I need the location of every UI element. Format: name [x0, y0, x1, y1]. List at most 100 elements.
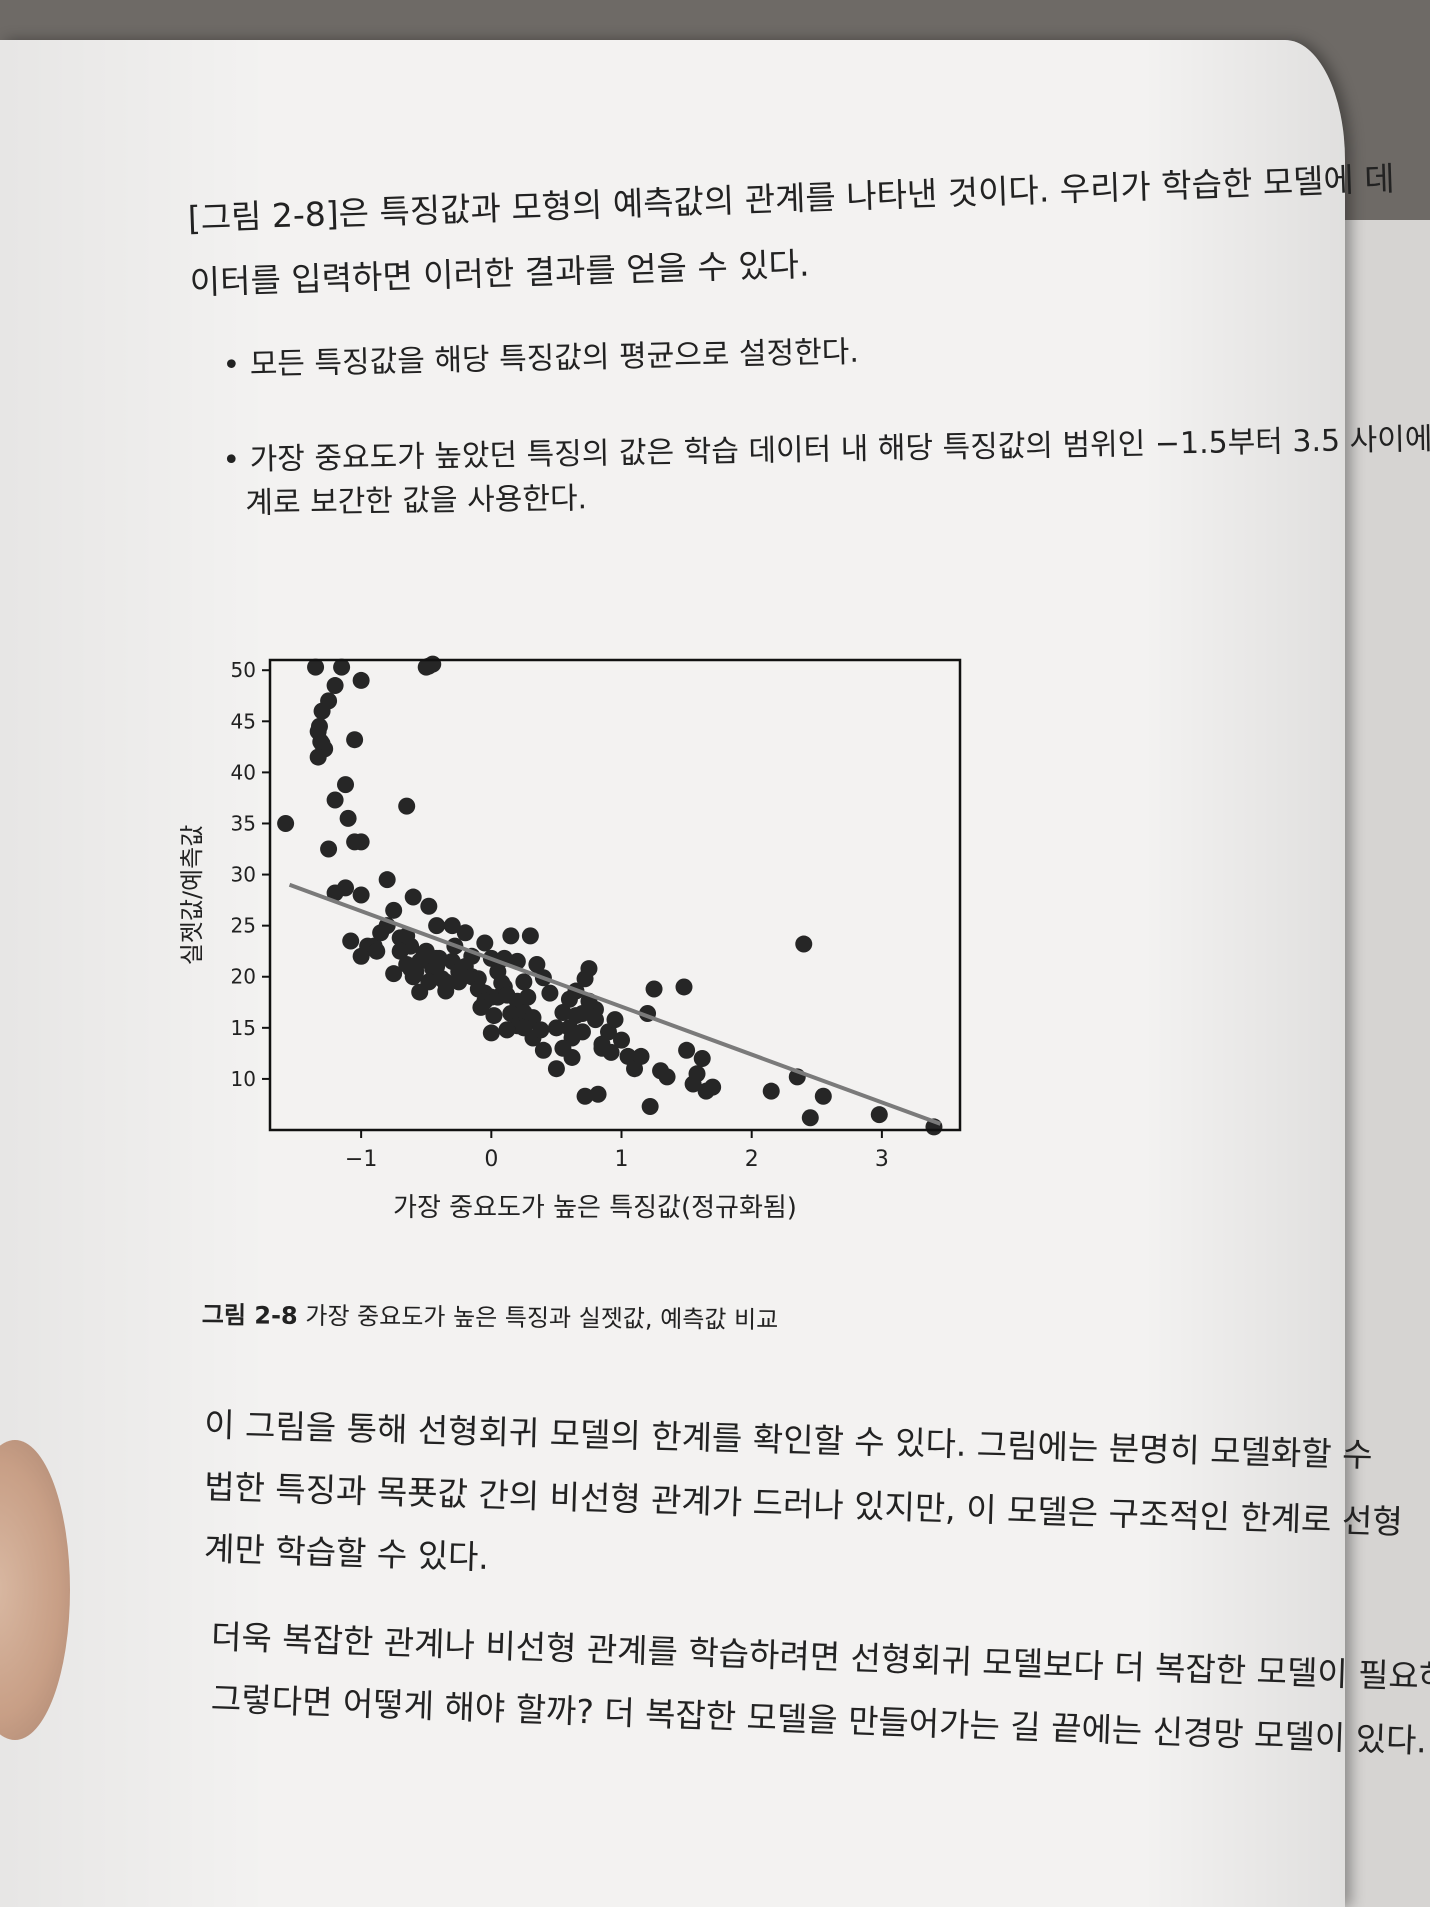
background-desk [1330, 220, 1430, 1907]
book-page: [그림 2-8]은 특징값과 모형의 예측값의 관계를 나타낸 것이다. 우리가… [0, 40, 1430, 1907]
data-point [443, 917, 461, 935]
data-point [437, 973, 455, 991]
x-tick-label: 0 [484, 1147, 498, 1172]
bullet-item-1-text: 모든 특징값을 해당 특징값의 평균으로 설정한다. [249, 334, 860, 383]
data-point [534, 1041, 552, 1059]
y-tick-label: 35 [231, 811, 256, 835]
data-point [417, 658, 435, 676]
data-point [521, 927, 539, 945]
data-point [547, 1019, 565, 1037]
plot-frame [268, 658, 962, 1132]
data-point [313, 735, 331, 753]
bullet-item-2-text: 가장 중요도가 높았던 특징의 값은 학습 데이터 내 해당 특징값의 범위인 … [249, 421, 1430, 478]
data-point [339, 809, 357, 827]
data-point [576, 1087, 594, 1105]
data-point [645, 980, 663, 998]
data-point [554, 1004, 572, 1021]
data-point [795, 935, 813, 953]
data-point [398, 797, 416, 815]
x-axis-label: 가장 중요도가 높은 특징값(정규화됨) [393, 1193, 797, 1223]
data-point [307, 658, 325, 676]
figure-caption: 그림 2-8 가장 중요도가 높은 특징과 실젯값, 예측값 비교 [202, 1295, 779, 1335]
data-point [415, 947, 433, 965]
data-point [476, 934, 494, 952]
data-point [385, 965, 403, 983]
data-point [326, 884, 344, 902]
data-point [532, 1021, 550, 1039]
data-point [589, 1085, 607, 1103]
data-point [428, 917, 446, 935]
y-tick-label: 15 [231, 1016, 256, 1040]
y-tick-label: 20 [231, 965, 256, 989]
data-point [675, 978, 693, 996]
data-point [346, 731, 364, 749]
bullet-item-2: • 가장 중요도가 높았던 특징의 값은 학습 데이터 내 해당 특징값의 범위… [222, 413, 1430, 479]
data-point [613, 1031, 631, 1049]
data-point [320, 692, 338, 710]
data-point [337, 776, 355, 794]
data-point [814, 1087, 832, 1105]
data-point [378, 871, 396, 889]
data-point [519, 988, 537, 1006]
bullet-dot: • [222, 442, 250, 478]
data-point [632, 1047, 650, 1065]
data-point [704, 1078, 722, 1096]
data-point [404, 888, 422, 906]
paragraph-top-line-1: [그림 2-8]은 특징값과 모형의 예측값의 관계를 나타낸 것이다. 우리가… [187, 158, 1396, 238]
data-point [658, 1068, 676, 1086]
data-point [352, 671, 370, 689]
data-point [402, 960, 420, 978]
data-point [606, 1011, 624, 1029]
data-point [515, 1019, 533, 1037]
data-point [602, 1043, 620, 1061]
x-tick-label: 3 [875, 1147, 889, 1172]
data-point [541, 984, 559, 1002]
data-point [563, 1048, 581, 1066]
data-point [515, 973, 533, 991]
x-tick-label: −1 [345, 1147, 377, 1172]
data-point [573, 1023, 591, 1041]
data-point [693, 1049, 711, 1067]
data-point [472, 998, 490, 1016]
data-point [428, 949, 446, 967]
data-point [498, 1021, 516, 1039]
data-point [326, 677, 344, 695]
data-point [346, 833, 364, 851]
chart-points [277, 655, 943, 1136]
x-tick-label: 2 [745, 1147, 759, 1172]
data-point [456, 924, 474, 942]
data-point [547, 1060, 565, 1078]
data-point [502, 927, 520, 945]
data-point [762, 1082, 780, 1100]
data-point [277, 814, 295, 832]
data-point [482, 1024, 500, 1042]
y-tick-label: 25 [231, 914, 256, 938]
y-tick-label: 50 [231, 658, 256, 682]
y-tick-label: 10 [231, 1067, 256, 1091]
bullet-item-1: • 모든 특징값을 해당 특징값의 평균으로 설정한다. [222, 327, 859, 384]
data-point [485, 1007, 503, 1025]
paragraph-bottom-1-line-3: 계만 학습할 수 있다. [203, 1528, 490, 1577]
figure-caption-text: 가장 중요도가 높은 특징과 실젯값, 예측값 비교 [297, 1301, 779, 1335]
data-point [870, 1106, 888, 1124]
x-axis-ticks: −1 0 1 2 3 [345, 1130, 889, 1172]
data-point [352, 886, 370, 904]
data-point [580, 960, 598, 978]
data-point [498, 986, 516, 1004]
data-point [385, 901, 403, 919]
data-point [688, 1065, 706, 1083]
data-point [320, 840, 338, 858]
y-tick-label: 30 [231, 863, 256, 887]
y-tick-label: 45 [231, 709, 256, 733]
data-point [528, 955, 546, 973]
bullet-dot: • [222, 347, 251, 383]
y-axis-label: 실젯값/예측값 [178, 825, 206, 966]
data-point [678, 1041, 696, 1059]
data-point [450, 963, 468, 981]
data-point [420, 897, 438, 915]
y-tick-label: 40 [231, 760, 256, 784]
data-point [309, 748, 327, 766]
data-point [342, 932, 360, 950]
data-point [333, 658, 351, 676]
data-point [411, 983, 429, 1001]
